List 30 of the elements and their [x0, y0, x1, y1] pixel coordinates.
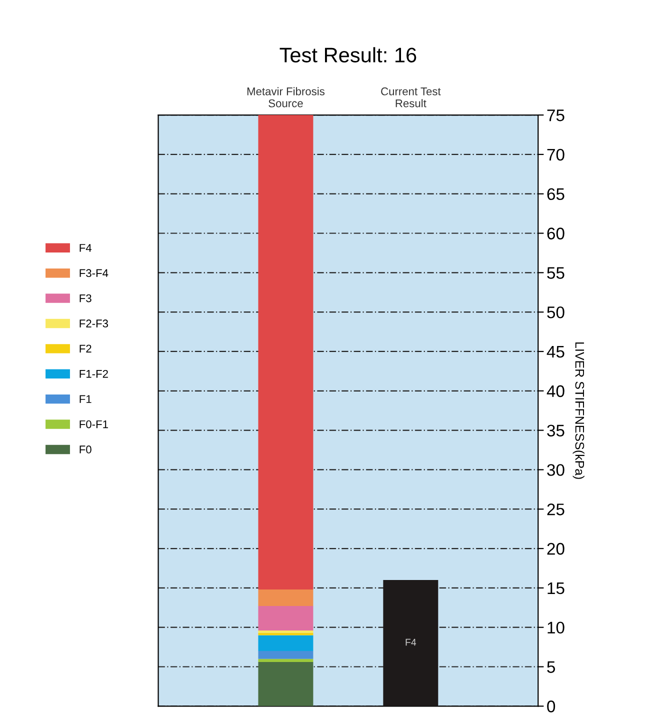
- y-tick-label: 40: [546, 385, 564, 398]
- y-tick-label: 70: [547, 148, 564, 161]
- legend-label: F2-F3: [80, 320, 108, 328]
- y-tick-label: 10: [548, 622, 564, 634]
- legend-label: F0-F1: [80, 420, 108, 428]
- y-tick-label: 20: [547, 542, 564, 555]
- legend-label: F2: [80, 344, 92, 353]
- y-tick-label: 35: [547, 424, 564, 436]
- y-tick-label: 30: [547, 464, 564, 476]
- legend-label: F3-F4: [80, 269, 108, 278]
- y-tick-label: 5: [547, 661, 556, 673]
- x-tick-label: Current Test Result: [381, 87, 441, 108]
- y-tick-label: 55: [547, 267, 564, 279]
- annotation: F4: [406, 638, 416, 646]
- y-tick-label: 0: [547, 700, 556, 712]
- x-tick-label: Metavir Fibrosis Source: [247, 87, 325, 108]
- y-axis-title: LIVER STIFFNESS(kPa): [572, 342, 584, 479]
- y-tick-label: 75: [547, 110, 564, 122]
- legend-label: F3: [80, 294, 92, 302]
- legend-label: F0: [80, 446, 92, 454]
- y-tick-label: 60: [547, 228, 564, 240]
- chart-title: Test Result: 16: [280, 47, 416, 62]
- legend-label: F1: [80, 395, 92, 403]
- legend-label: F4: [80, 244, 92, 252]
- y-tick-label: 65: [547, 188, 564, 200]
- y-tick-label: 45: [546, 346, 564, 358]
- legend-label: F1-F2: [80, 370, 108, 378]
- y-tick-label: 15: [548, 582, 564, 594]
- y-tick-label: 25: [547, 504, 564, 516]
- y-tick-label: 50: [547, 306, 564, 318]
